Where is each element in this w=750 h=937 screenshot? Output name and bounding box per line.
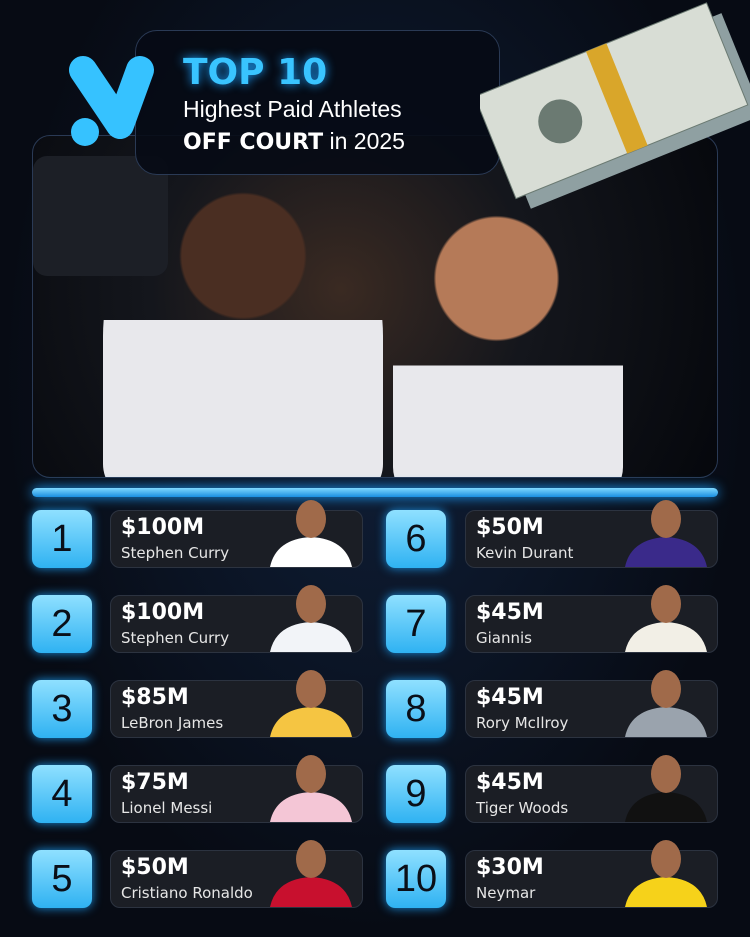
athlete-card: $45M Tiger Woods — [465, 755, 718, 823]
rank-badge: 10 — [386, 850, 446, 908]
athlete-name: Cristiano Ronaldo — [121, 884, 253, 902]
athlete-card: $45M Giannis — [465, 585, 718, 653]
athlete-photo — [270, 670, 352, 737]
athlete-name: Stephen Curry — [121, 629, 230, 647]
rank-number: 6 — [405, 517, 427, 560]
athlete-name: Neymar — [476, 884, 536, 902]
athlete-card: $100M Stephen Curry — [110, 585, 363, 653]
camera-image — [33, 156, 168, 276]
earnings-amount: $85M — [121, 685, 189, 710]
subtitle: Highest Paid Athletes — [183, 96, 402, 122]
money-stack-image — [480, 2, 750, 209]
rank-number: 2 — [51, 602, 73, 645]
year-text: in 2025 — [329, 128, 405, 154]
athlete-photo — [270, 755, 352, 822]
earnings-amount: $75M — [121, 770, 189, 795]
subtitle-line-2: OFF COURT in 2025 — [183, 128, 405, 155]
earnings-amount: $100M — [121, 600, 205, 625]
earnings-amount: $30M — [476, 855, 544, 880]
athlete-card: $50M Kevin Durant — [465, 500, 718, 568]
title-panel — [135, 30, 500, 175]
rank-number: 9 — [405, 772, 427, 815]
athlete-photo — [270, 500, 352, 567]
earnings-amount: $45M — [476, 600, 544, 625]
rank-number: 7 — [405, 602, 427, 645]
earnings-amount: $45M — [476, 685, 544, 710]
earnings-amount: $50M — [476, 515, 544, 540]
title-top10: TOP 10 — [183, 52, 328, 93]
rank-number: 3 — [51, 687, 73, 730]
athlete-photo — [270, 840, 352, 907]
rank-badge: 4 — [32, 765, 92, 823]
rank-badge: 6 — [386, 510, 446, 568]
athlete-name: Kevin Durant — [476, 544, 574, 562]
rank-badge: 8 — [386, 680, 446, 738]
logo-icon — [69, 56, 154, 146]
athlete-photo — [270, 585, 352, 652]
rank-number: 10 — [394, 857, 438, 900]
off-court-text: OFF COURT — [183, 130, 324, 155]
player-figure-right — [393, 206, 623, 477]
athlete-name: Rory McIlroy — [476, 714, 569, 732]
divider-bar — [32, 488, 718, 497]
rank-badge: 5 — [32, 850, 92, 908]
athlete-name: LeBron James — [121, 714, 224, 732]
hero-photo — [32, 135, 718, 478]
rank-number: 5 — [51, 857, 73, 900]
athlete-photo — [625, 670, 707, 737]
rank-number: 4 — [51, 772, 73, 815]
earnings-amount: $50M — [121, 855, 189, 880]
athlete-name: Giannis — [476, 629, 532, 647]
athlete-name: Stephen Curry — [121, 544, 230, 562]
athlete-name: Lionel Messi — [121, 799, 213, 817]
athlete-photo — [625, 500, 707, 567]
rank-badge: 1 — [32, 510, 92, 568]
athlete-photo — [625, 585, 707, 652]
rank-number: 1 — [51, 517, 73, 560]
athlete-photo — [625, 755, 707, 822]
earnings-amount: $100M — [121, 515, 205, 540]
athlete-photo — [625, 840, 707, 907]
rank-badge: 7 — [386, 595, 446, 653]
athlete-card: $75M Lionel Messi — [110, 755, 363, 823]
rank-badge: 2 — [32, 595, 92, 653]
athlete-card: $30M Neymar — [465, 840, 718, 908]
athlete-name: Tiger Woods — [476, 799, 569, 817]
athlete-card: $50M Cristiano Ronaldo — [110, 840, 363, 908]
athlete-card: $100M Stephen Curry — [110, 500, 363, 568]
earnings-amount: $45M — [476, 770, 544, 795]
rank-number: 8 — [405, 687, 427, 730]
rank-badge: 3 — [32, 680, 92, 738]
athlete-card: $45M Rory McIlroy — [465, 670, 718, 738]
rank-badge: 9 — [386, 765, 446, 823]
athlete-card: $85M LeBron James — [110, 670, 363, 738]
